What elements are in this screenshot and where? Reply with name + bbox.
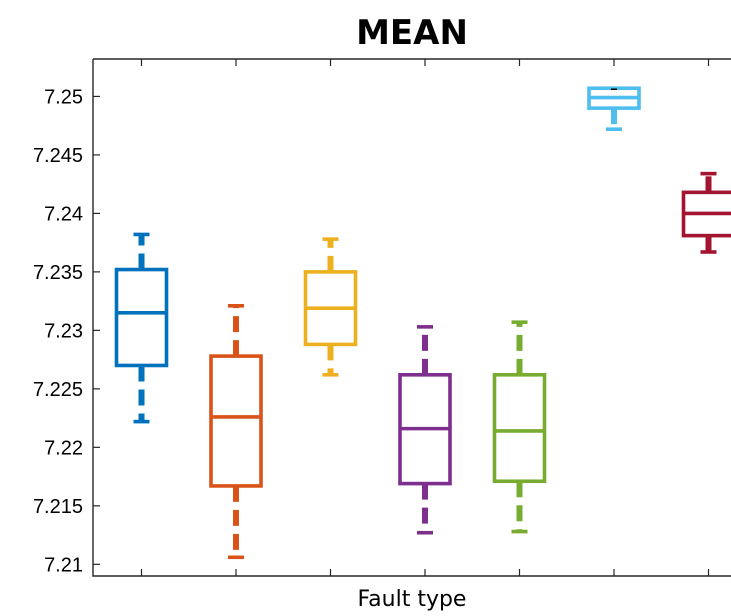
box-iqr <box>114 267 169 368</box>
y-tick-label: 7.225 <box>33 379 83 401</box>
y-tick-label: 7.25 <box>44 86 83 108</box>
y-tick-label: 7.235 <box>33 262 83 284</box>
chart-title: MEAN <box>356 13 468 53</box>
y-tick-label: 7.21 <box>44 554 83 576</box>
y-tick-label: 7.24 <box>44 203 83 225</box>
axes-frame <box>92 59 731 577</box>
x-axis-label: Fault type <box>358 587 467 612</box>
box-iqr <box>209 354 263 488</box>
box-iqr <box>492 373 547 484</box>
y-tick-label: 7.215 <box>33 496 83 518</box>
plot-area: 7.21 7.215 7.22 7.225 7.23 7.235 7.24 7.245 7.25 <box>33 58 731 577</box>
y-tick-label: 7.245 <box>33 145 83 167</box>
y-tick-label: 7.23 <box>44 320 83 342</box>
y-tick-label: 7.22 <box>44 437 83 459</box>
